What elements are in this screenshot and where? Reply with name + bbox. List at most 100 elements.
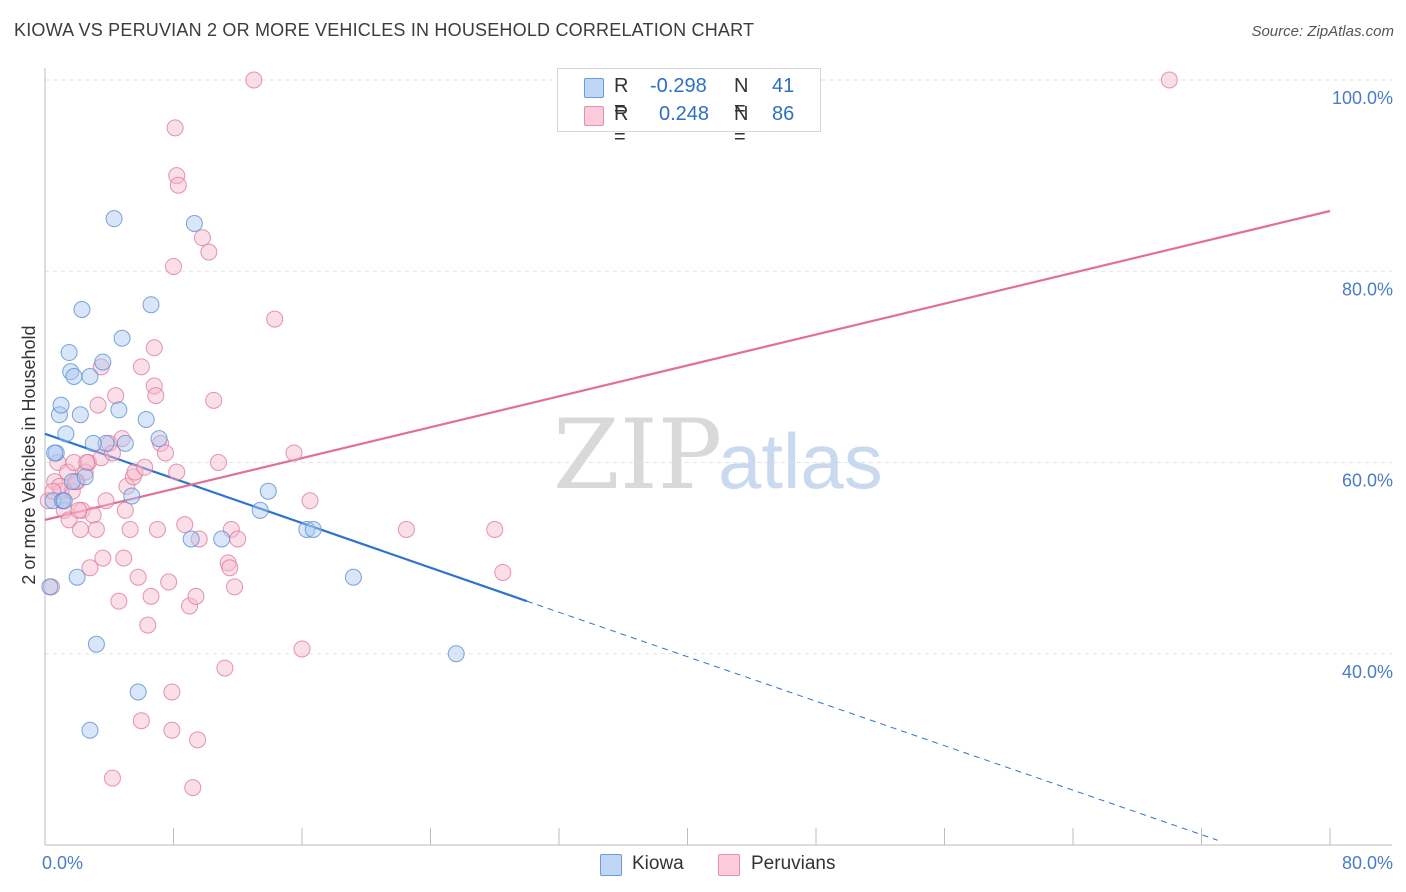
peruvian-point — [129, 568, 147, 586]
peruvians-r-label: R = — [614, 103, 629, 148]
kiowa-point — [298, 520, 316, 538]
kiowa-point — [55, 492, 73, 510]
kiowa-point — [259, 482, 277, 500]
y-tick-label: 40.0% — [1342, 662, 1393, 682]
peruvian-point — [184, 779, 202, 797]
kiowa-point — [123, 487, 141, 505]
bottom-kiowa-label: Kiowa — [632, 853, 684, 874]
kiowa-point — [57, 425, 75, 443]
chart-title: KIOWA VS PERUVIAN 2 OR MORE VEHICLES IN … — [14, 20, 755, 40]
peruvian-point — [176, 516, 194, 534]
peruvian-point — [216, 659, 234, 677]
peruvian-point — [113, 430, 131, 448]
peruvian-point — [187, 587, 205, 605]
peruvian-point — [81, 559, 99, 577]
peruvian-point — [169, 176, 187, 194]
kiowa-point — [71, 406, 89, 424]
kiowa-trend-extension — [526, 600, 1218, 841]
kiowa-point — [447, 645, 465, 663]
peruvian-point — [168, 463, 186, 481]
kiowa-point — [63, 473, 81, 491]
kiowa-point — [81, 367, 99, 385]
grid-lines — [45, 79, 1392, 655]
peruvian-point — [132, 712, 150, 730]
kiowa-point — [46, 444, 64, 462]
peruvian-point — [107, 387, 125, 405]
kiowa-point — [41, 578, 59, 596]
peruvian-point — [142, 587, 160, 605]
kiowa-point — [185, 214, 203, 232]
kiowa-r-label: R = — [614, 75, 629, 120]
peruvian-point — [1160, 71, 1178, 89]
peruvian-point — [293, 640, 311, 658]
bottom-legend-peruvians: Peruvians — [718, 852, 858, 876]
kiowa-point — [94, 353, 112, 371]
kiowa-point — [129, 683, 147, 701]
peruvian-point — [165, 257, 182, 275]
kiowa-point — [142, 296, 160, 314]
peruvian-point — [94, 549, 112, 567]
y-tick-labels: 40.0% 60.0% 80.0% 100.0% — [1332, 88, 1393, 682]
axes — [44, 68, 1392, 846]
trend-lines — [44, 209, 1331, 841]
kiowa-trend-line — [44, 432, 528, 603]
peruvian-point — [145, 339, 163, 357]
kiowa-point — [76, 468, 94, 486]
watermark-atlas: atlas — [718, 417, 883, 505]
peruvian-point — [301, 492, 319, 510]
peruvian-point — [71, 520, 89, 538]
peruvian-point — [181, 597, 199, 615]
kiowa-point — [110, 401, 128, 419]
peruvian-point — [163, 721, 181, 739]
kiowa-point — [344, 568, 362, 586]
kiowa-swatch — [584, 78, 604, 98]
kiowa-point — [84, 434, 102, 452]
kiowa-point — [68, 568, 86, 586]
peruvian-point — [78, 454, 96, 471]
peruvian-point — [245, 71, 263, 89]
peruvian-point — [486, 520, 504, 538]
peruvian-point — [89, 396, 107, 414]
kiowa-point — [137, 410, 155, 428]
peruvian-point — [139, 616, 157, 634]
chart-source: Source: ZipAtlas.com — [1251, 23, 1394, 40]
kiowa-point — [182, 530, 200, 548]
peruvians-trend-line — [44, 209, 1331, 521]
peruvian-point — [147, 387, 165, 405]
peruvian-point — [121, 520, 139, 538]
kiowa-point — [62, 363, 80, 381]
x-tick-label: 0.0% — [42, 853, 83, 873]
kiowa-point — [251, 501, 269, 519]
peruvians-swatch — [584, 106, 604, 126]
peruvian-point — [209, 454, 227, 471]
peruvian-point — [110, 592, 128, 610]
y-tick-label: 60.0% — [1342, 471, 1393, 491]
kiowa-point — [304, 520, 322, 538]
peruvian-point — [166, 119, 184, 137]
kiowa-point — [73, 301, 91, 318]
kiowa-point — [65, 367, 83, 385]
peruvian-point — [116, 501, 134, 519]
peruvians-n-label: N = — [734, 103, 749, 148]
peruvian-point — [115, 549, 133, 567]
x-tick-labels: 0.0% 80.0% — [42, 853, 1393, 873]
watermark-zip: ZIP — [553, 399, 722, 511]
kiowa-point — [213, 530, 231, 548]
peruvian-point — [494, 563, 512, 581]
kiowa-point — [116, 434, 134, 452]
y-axis-label: 2 or more Vehicles in Household — [19, 325, 39, 584]
peruvian-point — [156, 444, 174, 462]
peruvian-point — [103, 444, 121, 462]
peruvian-point — [132, 358, 150, 376]
peruvian-point — [136, 458, 154, 476]
x-tick-label: 80.0% — [1342, 853, 1393, 873]
kiowa-point — [60, 344, 78, 362]
peruvian-point — [118, 477, 136, 495]
peruvian-point — [84, 506, 102, 524]
peruvian-point — [221, 559, 239, 577]
kiowa-point — [81, 721, 99, 739]
kiowa-point — [52, 396, 70, 414]
y-tick-label: 80.0% — [1342, 279, 1393, 299]
peruvians-r-value: 0.248 — [659, 103, 710, 125]
